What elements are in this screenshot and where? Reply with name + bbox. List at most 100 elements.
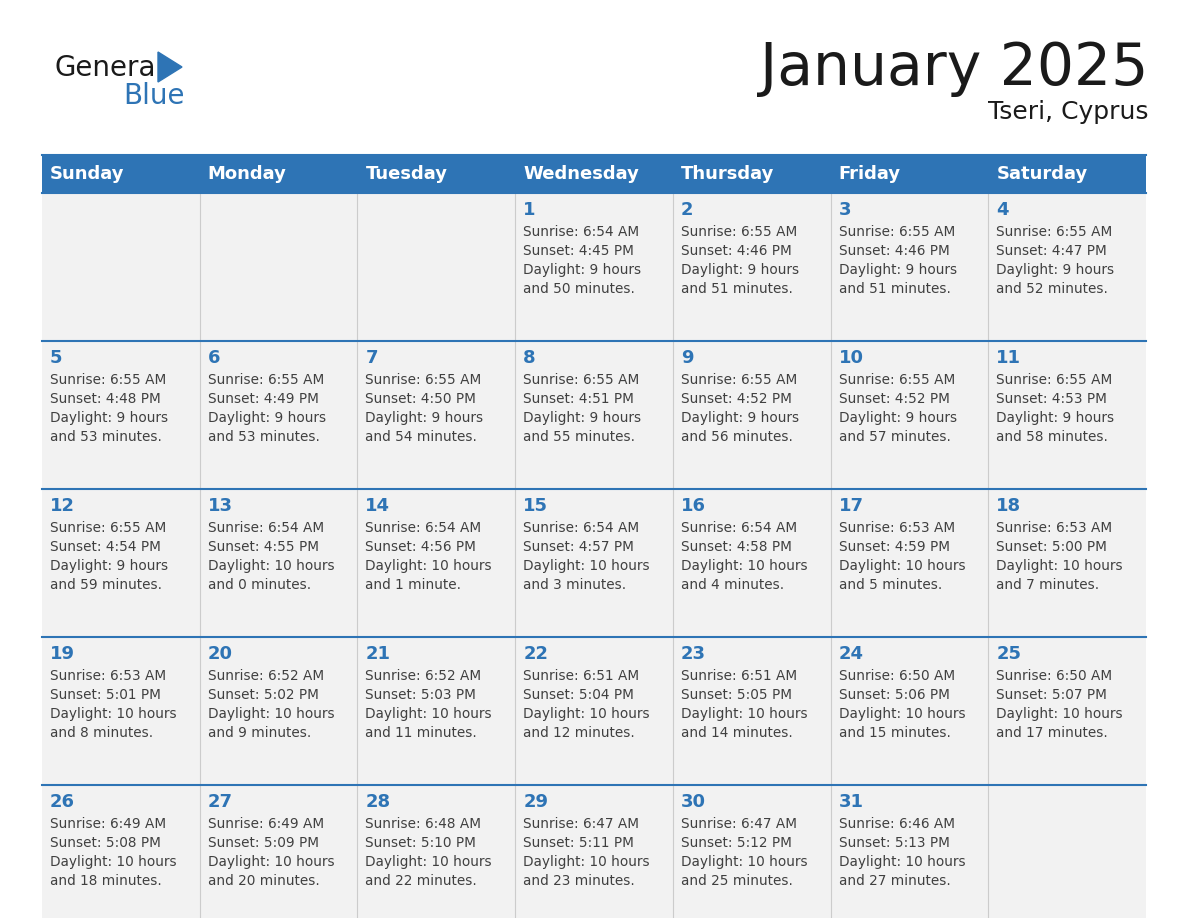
Text: Sunrise: 6:54 AM: Sunrise: 6:54 AM	[208, 521, 324, 535]
Text: Daylight: 9 hours: Daylight: 9 hours	[208, 411, 326, 425]
Text: Sunrise: 6:55 AM: Sunrise: 6:55 AM	[208, 373, 324, 387]
Text: and 15 minutes.: and 15 minutes.	[839, 726, 950, 740]
Text: and 5 minutes.: and 5 minutes.	[839, 578, 942, 592]
Text: Blue: Blue	[124, 82, 184, 110]
Text: and 25 minutes.: and 25 minutes.	[681, 874, 792, 888]
Text: Sunrise: 6:46 AM: Sunrise: 6:46 AM	[839, 817, 955, 831]
Text: Sunrise: 6:47 AM: Sunrise: 6:47 AM	[681, 817, 797, 831]
Text: Daylight: 9 hours: Daylight: 9 hours	[523, 411, 642, 425]
Text: Daylight: 10 hours: Daylight: 10 hours	[366, 855, 492, 869]
Text: 29: 29	[523, 793, 548, 811]
Text: Daylight: 9 hours: Daylight: 9 hours	[366, 411, 484, 425]
Text: Daylight: 10 hours: Daylight: 10 hours	[208, 707, 334, 721]
Text: and 53 minutes.: and 53 minutes.	[50, 430, 162, 444]
Text: 11: 11	[997, 349, 1022, 367]
Text: 30: 30	[681, 793, 706, 811]
Polygon shape	[158, 52, 182, 82]
Text: and 12 minutes.: and 12 minutes.	[523, 726, 634, 740]
Text: Daylight: 10 hours: Daylight: 10 hours	[50, 707, 177, 721]
Text: 2: 2	[681, 201, 694, 219]
Text: Daylight: 10 hours: Daylight: 10 hours	[366, 707, 492, 721]
Text: January 2025: January 2025	[759, 40, 1148, 97]
Text: Sunset: 5:05 PM: Sunset: 5:05 PM	[681, 688, 792, 702]
Text: Daylight: 10 hours: Daylight: 10 hours	[997, 707, 1123, 721]
Text: Daylight: 10 hours: Daylight: 10 hours	[681, 707, 808, 721]
Text: Daylight: 10 hours: Daylight: 10 hours	[208, 559, 334, 573]
Text: and 3 minutes.: and 3 minutes.	[523, 578, 626, 592]
Text: 9: 9	[681, 349, 694, 367]
Text: 18: 18	[997, 497, 1022, 515]
Text: and 7 minutes.: and 7 minutes.	[997, 578, 1099, 592]
Text: Sunset: 4:59 PM: Sunset: 4:59 PM	[839, 540, 949, 554]
Text: 25: 25	[997, 645, 1022, 663]
Text: Thursday: Thursday	[681, 165, 775, 183]
Text: Sunrise: 6:55 AM: Sunrise: 6:55 AM	[681, 373, 797, 387]
Text: 10: 10	[839, 349, 864, 367]
Text: Sunset: 4:46 PM: Sunset: 4:46 PM	[681, 244, 791, 258]
Text: Sunrise: 6:47 AM: Sunrise: 6:47 AM	[523, 817, 639, 831]
Text: 13: 13	[208, 497, 233, 515]
Text: and 51 minutes.: and 51 minutes.	[839, 282, 950, 296]
Text: and 52 minutes.: and 52 minutes.	[997, 282, 1108, 296]
Text: Sunset: 4:52 PM: Sunset: 4:52 PM	[681, 392, 791, 406]
Text: Sunset: 5:06 PM: Sunset: 5:06 PM	[839, 688, 949, 702]
Text: Sunrise: 6:54 AM: Sunrise: 6:54 AM	[681, 521, 797, 535]
Text: and 4 minutes.: and 4 minutes.	[681, 578, 784, 592]
Text: Sunset: 5:10 PM: Sunset: 5:10 PM	[366, 836, 476, 850]
Text: Sunrise: 6:55 AM: Sunrise: 6:55 AM	[366, 373, 481, 387]
Text: Sunset: 4:54 PM: Sunset: 4:54 PM	[50, 540, 160, 554]
Text: 27: 27	[208, 793, 233, 811]
Text: 20: 20	[208, 645, 233, 663]
Text: and 23 minutes.: and 23 minutes.	[523, 874, 634, 888]
Text: 5: 5	[50, 349, 63, 367]
Text: Sunset: 5:02 PM: Sunset: 5:02 PM	[208, 688, 318, 702]
Text: Sunset: 5:08 PM: Sunset: 5:08 PM	[50, 836, 160, 850]
Text: 14: 14	[366, 497, 391, 515]
Text: Daylight: 10 hours: Daylight: 10 hours	[997, 559, 1123, 573]
Text: and 59 minutes.: and 59 minutes.	[50, 578, 162, 592]
Text: Sunrise: 6:52 AM: Sunrise: 6:52 AM	[366, 669, 481, 683]
Text: Daylight: 10 hours: Daylight: 10 hours	[839, 855, 965, 869]
Text: and 14 minutes.: and 14 minutes.	[681, 726, 792, 740]
Text: Sunday: Sunday	[50, 165, 125, 183]
Text: Daylight: 9 hours: Daylight: 9 hours	[681, 263, 800, 277]
Text: Sunset: 5:03 PM: Sunset: 5:03 PM	[366, 688, 476, 702]
Text: Sunrise: 6:55 AM: Sunrise: 6:55 AM	[50, 373, 166, 387]
Bar	[42, 637, 1146, 785]
Text: Daylight: 10 hours: Daylight: 10 hours	[366, 559, 492, 573]
Text: Daylight: 10 hours: Daylight: 10 hours	[523, 559, 650, 573]
Text: Daylight: 9 hours: Daylight: 9 hours	[997, 411, 1114, 425]
Text: Sunset: 4:51 PM: Sunset: 4:51 PM	[523, 392, 634, 406]
Text: Daylight: 10 hours: Daylight: 10 hours	[523, 707, 650, 721]
Text: and 9 minutes.: and 9 minutes.	[208, 726, 311, 740]
Text: Sunrise: 6:51 AM: Sunrise: 6:51 AM	[681, 669, 797, 683]
Text: Daylight: 9 hours: Daylight: 9 hours	[681, 411, 800, 425]
Text: Sunset: 4:57 PM: Sunset: 4:57 PM	[523, 540, 634, 554]
Text: Sunrise: 6:55 AM: Sunrise: 6:55 AM	[839, 373, 955, 387]
Text: 28: 28	[366, 793, 391, 811]
Text: and 53 minutes.: and 53 minutes.	[208, 430, 320, 444]
Text: Sunrise: 6:49 AM: Sunrise: 6:49 AM	[208, 817, 324, 831]
Text: and 1 minute.: and 1 minute.	[366, 578, 461, 592]
Text: and 58 minutes.: and 58 minutes.	[997, 430, 1108, 444]
Text: Sunset: 4:55 PM: Sunset: 4:55 PM	[208, 540, 318, 554]
Text: Sunset: 5:04 PM: Sunset: 5:04 PM	[523, 688, 634, 702]
Text: Monday: Monday	[208, 165, 286, 183]
Text: Sunrise: 6:54 AM: Sunrise: 6:54 AM	[366, 521, 481, 535]
Text: General: General	[55, 54, 164, 82]
Text: Sunset: 5:11 PM: Sunset: 5:11 PM	[523, 836, 634, 850]
Text: Wednesday: Wednesday	[523, 165, 639, 183]
Text: and 8 minutes.: and 8 minutes.	[50, 726, 153, 740]
Bar	[42, 489, 1146, 637]
Text: Sunrise: 6:54 AM: Sunrise: 6:54 AM	[523, 225, 639, 239]
Text: Sunrise: 6:51 AM: Sunrise: 6:51 AM	[523, 669, 639, 683]
Text: and 22 minutes.: and 22 minutes.	[366, 874, 478, 888]
Text: Sunrise: 6:55 AM: Sunrise: 6:55 AM	[523, 373, 639, 387]
Text: 23: 23	[681, 645, 706, 663]
Text: Sunset: 4:47 PM: Sunset: 4:47 PM	[997, 244, 1107, 258]
Text: Tseri, Cyprus: Tseri, Cyprus	[987, 100, 1148, 124]
Bar	[42, 785, 1146, 918]
Text: Sunrise: 6:55 AM: Sunrise: 6:55 AM	[997, 225, 1112, 239]
Text: Sunset: 4:56 PM: Sunset: 4:56 PM	[366, 540, 476, 554]
Text: 15: 15	[523, 497, 548, 515]
